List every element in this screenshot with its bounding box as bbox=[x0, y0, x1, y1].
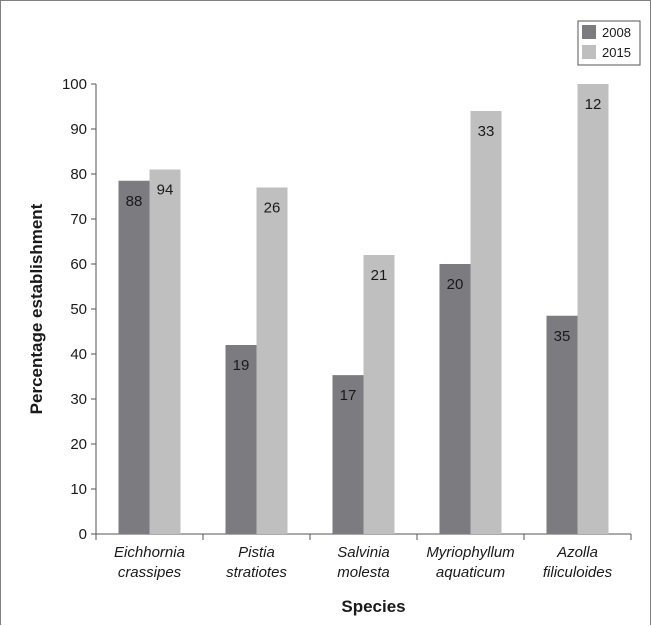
bars: 88 94 19 26 17 21 20 33 35 12 bbox=[118, 84, 609, 534]
bar-2008 bbox=[332, 375, 364, 534]
bar-data-label: 21 bbox=[371, 267, 388, 284]
bar-2015 bbox=[577, 84, 609, 534]
category-label: Pistia bbox=[238, 544, 275, 561]
axes: 0 10 20 30 40 50 60 70 80 90 100 bbox=[62, 76, 632, 543]
bar-2015 bbox=[256, 187, 288, 534]
y-axis-title: Percentage establishment bbox=[27, 203, 46, 414]
bar-2015 bbox=[149, 169, 181, 534]
bar-2015 bbox=[363, 255, 395, 534]
y-tick-label: 40 bbox=[70, 346, 87, 363]
bar-2008 bbox=[225, 345, 257, 534]
bar-data-label: 20 bbox=[447, 276, 464, 293]
y-tick-label: 30 bbox=[70, 391, 87, 408]
legend-swatch-2015 bbox=[582, 45, 596, 59]
x-axis-title: Species bbox=[341, 597, 405, 616]
category-label: stratiotes bbox=[226, 564, 287, 581]
category-label: Eichhornia bbox=[114, 544, 185, 561]
bar-2015 bbox=[470, 111, 502, 534]
bar-2008 bbox=[439, 264, 471, 534]
bar-data-label: 26 bbox=[264, 200, 281, 217]
bar-data-label: 12 bbox=[585, 96, 602, 113]
bar-2008 bbox=[118, 180, 150, 534]
bar-data-label: 88 bbox=[126, 193, 143, 210]
category-label: molesta bbox=[337, 564, 390, 581]
category-labels: Eichhornia crassipes Pistia stratiotes Salvi… bbox=[114, 544, 613, 581]
bar-data-label: 94 bbox=[157, 182, 174, 199]
legend-label-2008: 2008 bbox=[602, 25, 631, 40]
bar-data-label: 17 bbox=[340, 387, 357, 404]
y-tick-label: 0 bbox=[79, 526, 87, 543]
y-tick-label: 100 bbox=[62, 76, 87, 93]
y-tick-label: 70 bbox=[70, 211, 87, 228]
y-tick-label: 20 bbox=[70, 436, 87, 453]
y-tick-label: 10 bbox=[70, 481, 87, 498]
bar-data-label: 19 bbox=[233, 357, 250, 374]
legend-swatch-2008 bbox=[582, 25, 596, 39]
category-label: Azolla bbox=[556, 544, 598, 561]
bar-data-label: 33 bbox=[478, 123, 495, 140]
category-label: aquaticum bbox=[436, 564, 505, 581]
bar-data-label: 35 bbox=[554, 328, 571, 345]
category-label: Salvinia bbox=[337, 544, 390, 561]
legend: 2008 2015 bbox=[577, 20, 641, 66]
y-tick-label: 50 bbox=[70, 301, 87, 318]
category-label: crassipes bbox=[118, 564, 182, 581]
legend-label-2015: 2015 bbox=[602, 45, 631, 60]
y-tick-label: 90 bbox=[70, 121, 87, 138]
bar-2008 bbox=[546, 315, 578, 534]
y-tick-label: 80 bbox=[70, 166, 87, 183]
y-tick-label: 60 bbox=[70, 256, 87, 273]
category-label: Myriophyllum bbox=[426, 544, 514, 561]
category-label: filiculoides bbox=[543, 564, 613, 581]
